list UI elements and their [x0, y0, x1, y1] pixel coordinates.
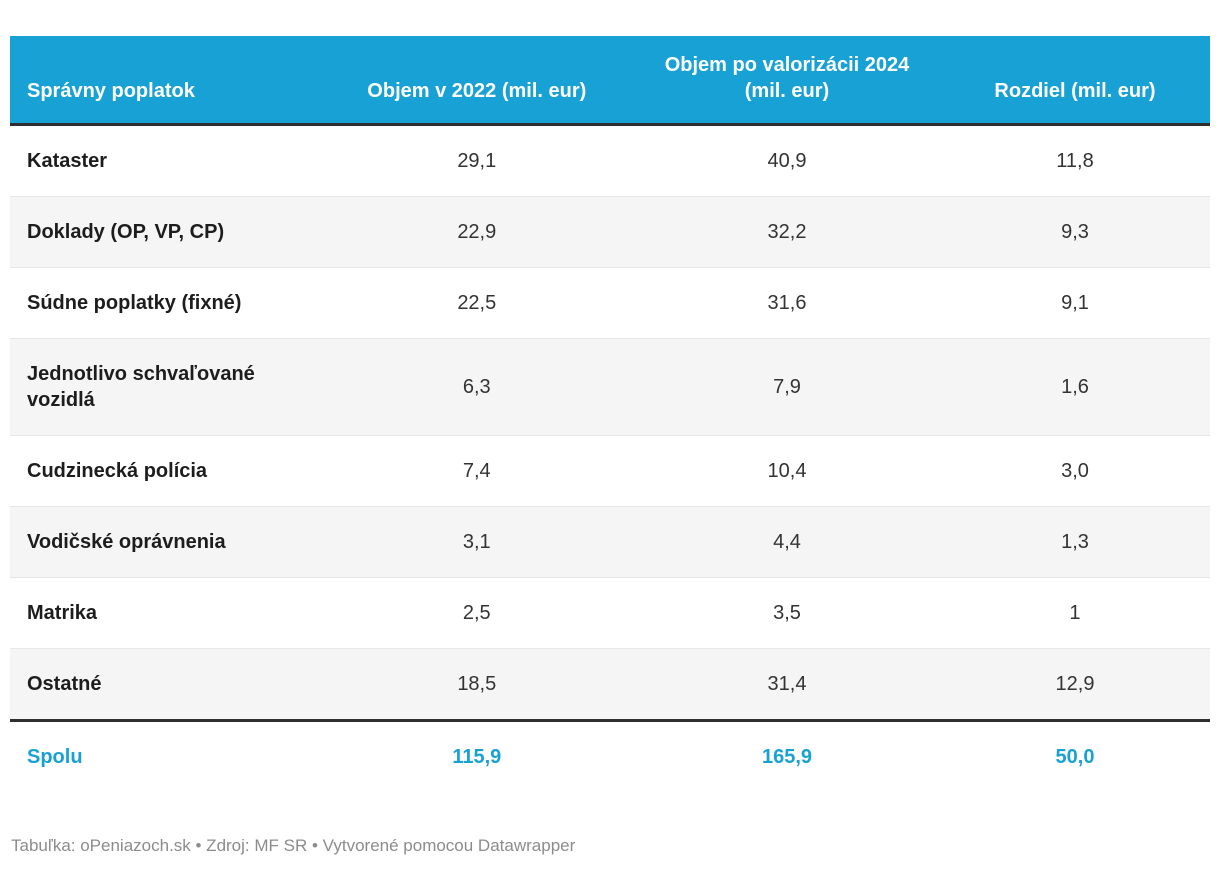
- table-row: Vodičské oprávnenia 3,1 4,4 1,3: [10, 506, 1210, 578]
- table-row: Doklady (OP, VP, CP) 22,9 32,2 9,3: [10, 196, 1210, 268]
- row-label: Kataster: [10, 124, 320, 197]
- column-header-objem-2022: Objem v 2022 (mil. eur): [319, 36, 634, 126]
- cell-v2022: 22,9: [319, 196, 634, 268]
- column-header-rozdiel: Rozdiel (mil. eur): [939, 36, 1210, 126]
- cell-v2024: 3,5: [633, 577, 940, 649]
- cell-v2024: 40,9: [633, 124, 940, 197]
- total-row: Spolu 115,9 165,9 50,0: [10, 718, 1210, 792]
- total-v2022: 115,9: [319, 718, 634, 792]
- cell-v2022: 2,5: [319, 577, 634, 649]
- cell-rozdiel: 1: [939, 577, 1210, 649]
- cell-rozdiel: 12,9: [1055, 672, 1095, 695]
- row-label: Jednotlivo schvaľované vozidlá: [10, 338, 320, 436]
- cell-v2024: 4,4: [633, 506, 940, 578]
- row-label: Matrika: [10, 577, 320, 649]
- row-label: Vodičské oprávnenia: [10, 506, 320, 578]
- table-row: Matrika 2,5 3,5 1: [10, 577, 1210, 649]
- table-row: Ostatné 18,5 31,4 12,9: [10, 648, 1210, 720]
- column-header-spravny-poplatok: Správny poplatok: [10, 36, 320, 126]
- total-rozdiel: 50,0: [939, 718, 1210, 792]
- cell-rozdiel: 3,0: [939, 435, 1210, 507]
- table-row: Cudzinecká polícia 7,4 10,4 3,0: [10, 435, 1210, 507]
- cell-rozdiel: 9,1: [939, 267, 1210, 339]
- fees-table: Správny poplatok Objem v 2022 (mil. eur)…: [10, 36, 1210, 792]
- cell-v2024: 31,6: [633, 267, 940, 339]
- cell-rozdiel: 1,6: [939, 338, 1210, 436]
- table-row: Súdne poplatky (fixné) 22,5 31,6 9,1: [10, 267, 1210, 339]
- table-row: Kataster 29,1 40,9 11,8: [10, 124, 1210, 197]
- cell-v2022: 7,4: [319, 435, 634, 507]
- column-header-label: Objem v 2022 (mil. eur): [367, 79, 587, 102]
- column-header-label: Rozdiel (mil. eur): [994, 79, 1156, 102]
- cell-v2022: 3,1: [319, 506, 634, 578]
- cell-rozdiel: 1,3: [939, 506, 1210, 578]
- cell-v2024: 7,9: [633, 338, 940, 436]
- row-label: Ostatné: [27, 672, 102, 695]
- row-label: Súdne poplatky (fixné): [10, 267, 320, 339]
- column-header-label: Objem po valorizácii 2024 (mil. eur): [664, 53, 910, 102]
- datawrapper-table-page: Správny poplatok Objem v 2022 (mil. eur)…: [10, 36, 1210, 855]
- row-label: Cudzinecká polícia: [10, 435, 320, 507]
- row-label: Doklady (OP, VP, CP): [10, 196, 320, 268]
- column-header-label: Správny poplatok: [27, 79, 195, 102]
- cell-v2024: 10,4: [633, 435, 940, 507]
- footer-credit: Tabuľka: oPeniazoch.sk • Zdroj: MF SR • …: [11, 835, 576, 855]
- header-row: Správny poplatok Objem v 2022 (mil. eur)…: [10, 36, 1210, 126]
- column-header-objem-2024: Objem po valorizácii 2024 (mil. eur): [633, 36, 940, 126]
- cell-v2024: 31,4: [767, 672, 807, 695]
- cell-v2024: 32,2: [633, 196, 940, 268]
- cell-v2022: 6,3: [319, 338, 634, 436]
- cell-v2022: 29,1: [319, 124, 634, 197]
- cell-rozdiel: 9,3: [939, 196, 1210, 268]
- cell-v2022: 22,5: [319, 267, 634, 339]
- cell-rozdiel: 11,8: [939, 124, 1210, 197]
- total-v2024: 165,9: [633, 718, 940, 792]
- cell-v2022: 18,5: [457, 672, 497, 695]
- table-row: Jednotlivo schvaľované vozidlá 6,3 7,9 1…: [10, 338, 1210, 436]
- total-label: Spolu: [10, 718, 320, 792]
